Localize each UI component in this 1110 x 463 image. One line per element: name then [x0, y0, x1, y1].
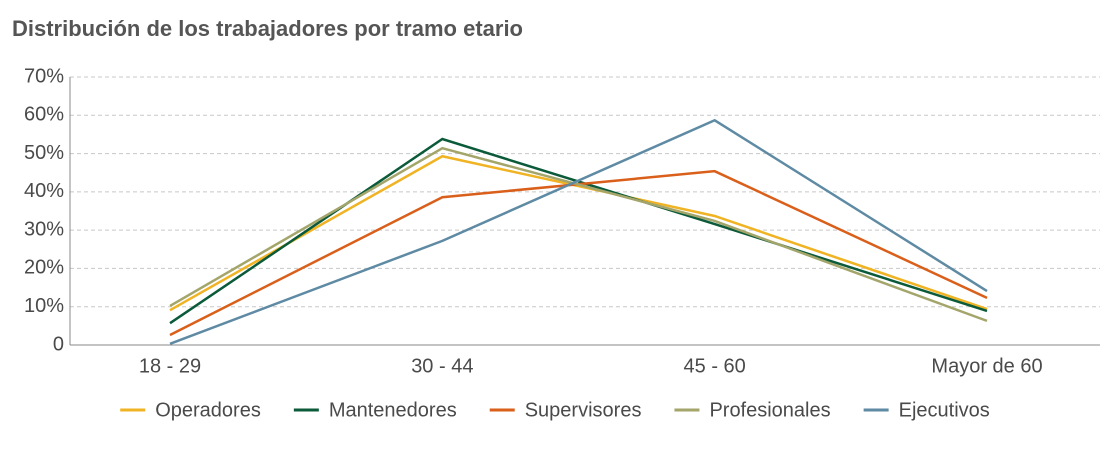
y-tick-label: 0: [53, 333, 64, 355]
series-line: [169, 118, 988, 346]
chart-title: Distribución de los trabajadores por tra…: [12, 16, 523, 41]
legend-label: Mantenedores: [329, 399, 457, 421]
y-tick-label: 20%: [24, 257, 64, 279]
legend-label: Profesionales: [709, 399, 830, 421]
y-tick-label: 10%: [24, 295, 64, 317]
x-tick-label: 30 - 44: [411, 355, 473, 377]
x-tick-label: 45 - 60: [684, 355, 746, 377]
series-line: [169, 137, 988, 325]
y-tick-label: 50%: [24, 142, 64, 164]
series-line: [169, 146, 988, 323]
y-tick-label: 40%: [24, 180, 64, 202]
legend-label: Operadores: [155, 399, 261, 421]
series-line: [169, 169, 988, 337]
legend-label: Supervisores: [525, 399, 642, 421]
x-tick-label: 18 - 29: [139, 355, 201, 377]
y-tick-label: 60%: [24, 104, 64, 126]
series-line: [169, 154, 988, 312]
x-tick-label: Mayor de 60: [931, 355, 1042, 377]
legend-label: Ejecutivos: [899, 399, 990, 421]
y-tick-label: 30%: [24, 218, 64, 240]
y-tick-label: 70%: [24, 65, 64, 87]
